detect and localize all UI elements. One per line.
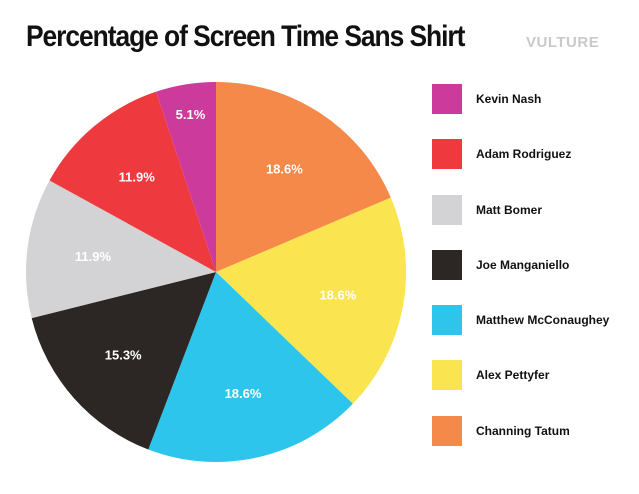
pie-slice-adam-rodriguez xyxy=(49,91,216,272)
legend-item: Channing Tatum xyxy=(432,415,632,471)
slice-value-label: 11.9% xyxy=(119,170,156,185)
pie-slice-matthew-mcconaughey xyxy=(148,272,353,462)
legend-label: Alex Pettyfer xyxy=(476,368,550,383)
pie-labels: 18.6% 18.6% 18.6% 15.3% 11.9% 11.9% 5.1% xyxy=(75,107,357,401)
legend-label: Adam Rodriguez xyxy=(476,147,572,162)
legend-item: Matthew McConaughey xyxy=(432,305,632,360)
legend-item: Alex Pettyfer xyxy=(432,360,632,415)
pie-slice-alex-pettyfer xyxy=(216,197,406,404)
legend-swatch xyxy=(432,194,462,225)
slice-value-label: 18.6% xyxy=(225,386,262,401)
pie-slice-kevin-nash xyxy=(156,82,216,272)
legend-label: Joe Manganiello xyxy=(476,257,570,272)
slice-value-label: 18.6% xyxy=(266,162,303,177)
legend-label: Kevin Nash xyxy=(476,92,542,106)
pie-slice-channing-tatum xyxy=(216,82,391,272)
legend-swatch xyxy=(432,249,462,280)
legend-swatch xyxy=(432,305,462,336)
legend: Kevin Nash Adam Rodriguez Matt Bomer Joe Ma… xyxy=(432,84,632,471)
legend-swatch xyxy=(432,360,462,391)
legend-label: Channing Tatum xyxy=(476,423,570,438)
slice-value-label: 11.9% xyxy=(75,249,112,264)
pie-slices xyxy=(26,82,406,462)
legend-swatch xyxy=(432,139,462,170)
slice-value-label: 15.3% xyxy=(105,347,142,362)
vulture-logo: VULTURE xyxy=(526,34,600,51)
legend-swatch xyxy=(432,84,462,114)
legend-label: Matt Bomer xyxy=(476,202,543,217)
pie-slice-matt-bomer xyxy=(26,180,216,319)
legend-swatch xyxy=(432,415,462,446)
legend-item: Kevin Nash xyxy=(432,84,632,139)
legend-item: Joe Manganiello xyxy=(432,249,632,305)
slice-value-label: 5.1% xyxy=(176,107,206,122)
chart-title: Percentage of Screen Time Sans Shirt xyxy=(26,20,465,53)
pie-slice-joe-manganiello xyxy=(31,272,217,450)
legend-label: Matthew McConaughey xyxy=(476,313,610,328)
slice-value-label: 18.6% xyxy=(319,288,356,303)
legend-item: Adam Rodriguez xyxy=(432,139,632,194)
legend-item: Matt Bomer xyxy=(432,194,632,250)
